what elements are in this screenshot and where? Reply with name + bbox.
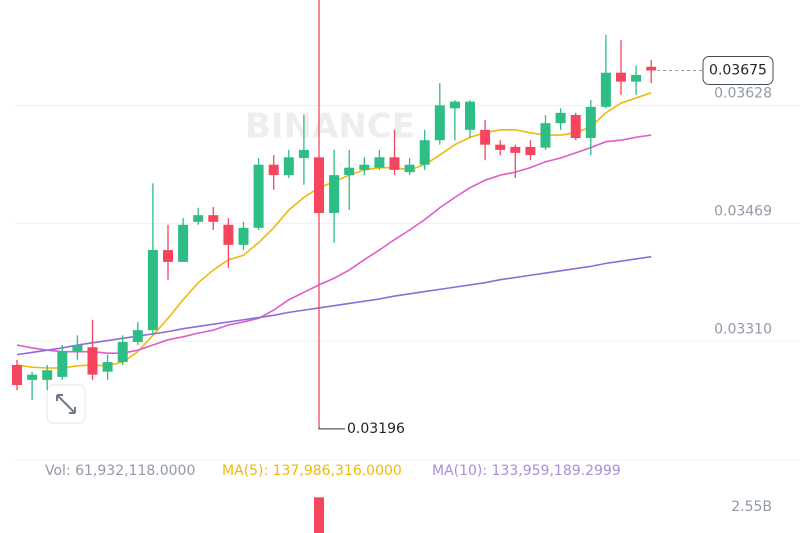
- candle-body: [12, 365, 22, 386]
- candle-body: [193, 215, 204, 222]
- candle-body: [374, 157, 385, 168]
- candle-body: [268, 164, 279, 176]
- candle-body: [449, 101, 460, 109]
- low-label: 0.03196: [347, 421, 405, 437]
- candle-body: [178, 224, 189, 262]
- candle-body: [223, 224, 234, 245]
- low-marker: [318, 425, 345, 430]
- candle-body: [510, 146, 521, 153]
- candle-body: [540, 123, 551, 148]
- candle-body: [344, 167, 355, 176]
- candle-body: [87, 347, 98, 375]
- candle-body: [238, 227, 249, 245]
- y-tick-label: 0.03469: [714, 203, 772, 219]
- candle-body: [434, 105, 445, 141]
- candle-body: [329, 175, 340, 213]
- candle-body: [646, 66, 657, 71]
- candle-body: [404, 164, 415, 173]
- candle-body: [283, 157, 294, 176]
- candle-body: [616, 72, 626, 82]
- candle-body: [42, 370, 53, 380]
- candle-body: [419, 140, 430, 165]
- candle-body: [117, 342, 128, 363]
- volume-legend: MA(10): 133,959,189.2999: [432, 463, 621, 479]
- candle-body: [359, 164, 370, 170]
- last-price-box: [702, 55, 774, 85]
- candle-body: [480, 129, 491, 145]
- watermark: BINANCE: [245, 107, 415, 147]
- candle-body: [525, 146, 536, 156]
- expand-button[interactable]: [46, 384, 86, 424]
- candle-body: [253, 164, 264, 228]
- candle-body: [147, 250, 158, 331]
- candle-body: [208, 215, 219, 222]
- y-tick-label: 0.03628: [714, 85, 772, 101]
- volume-legend: MA(5): 137,986,316.0000: [222, 463, 402, 479]
- candle-body: [600, 72, 611, 107]
- ma-line: [16, 255, 652, 356]
- candle-body: [163, 250, 173, 262]
- candle-body: [314, 157, 324, 213]
- candle-body: [72, 345, 83, 352]
- candle-body: [389, 157, 400, 170]
- y-tick-label: 0.03310: [714, 321, 772, 337]
- candle-body: [465, 101, 475, 130]
- volume-legend: Vol: 61,932,118.0000: [45, 463, 195, 479]
- candle-body: [57, 351, 68, 377]
- candle-body: [555, 112, 566, 124]
- candle-body: [495, 144, 506, 150]
- candle-body: [102, 362, 113, 372]
- volume-bar: [314, 497, 324, 533]
- candle-body: [570, 115, 581, 138]
- volume-tick-label: 2.55B: [731, 499, 772, 515]
- candle-body: [298, 149, 309, 159]
- last-price-label: 0.03675: [709, 62, 767, 78]
- candle-body: [585, 106, 596, 138]
- candle-body: [27, 374, 38, 380]
- candle-body: [132, 330, 143, 343]
- candle-body: [631, 74, 642, 82]
